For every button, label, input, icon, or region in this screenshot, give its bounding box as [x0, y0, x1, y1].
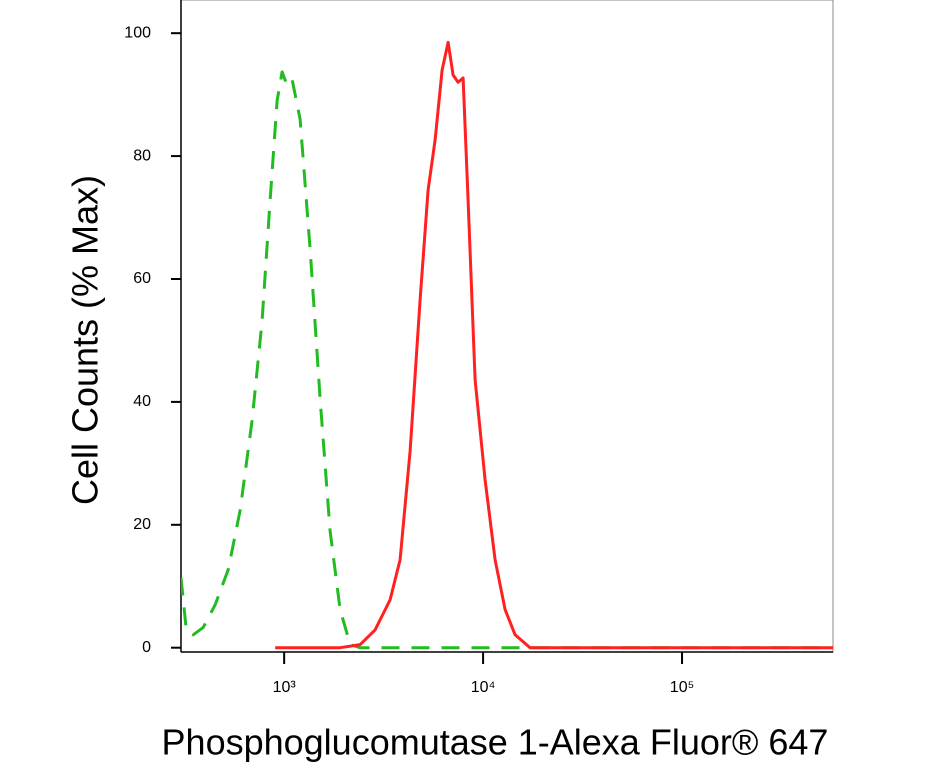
y-tick-label: 20	[133, 516, 151, 533]
y-tick-label: 0	[142, 639, 151, 656]
y-tick-label: 40	[133, 393, 151, 410]
x-tick-label: 10⁴	[471, 679, 496, 696]
y-axis-label: Cell Counts (% Max)	[65, 175, 106, 505]
y-tick-label: 80	[133, 147, 151, 164]
series-line	[275, 40, 833, 650]
x-axis-label: Phosphoglucomutase 1-Alexa Fluor® 647	[162, 722, 829, 763]
series-line	[181, 70, 833, 650]
x-tick-label: 10⁵	[670, 679, 694, 696]
x-tick-label: 10³	[273, 679, 297, 696]
y-tick-label: 60	[133, 270, 151, 287]
y-tick-label: 100	[124, 24, 151, 41]
